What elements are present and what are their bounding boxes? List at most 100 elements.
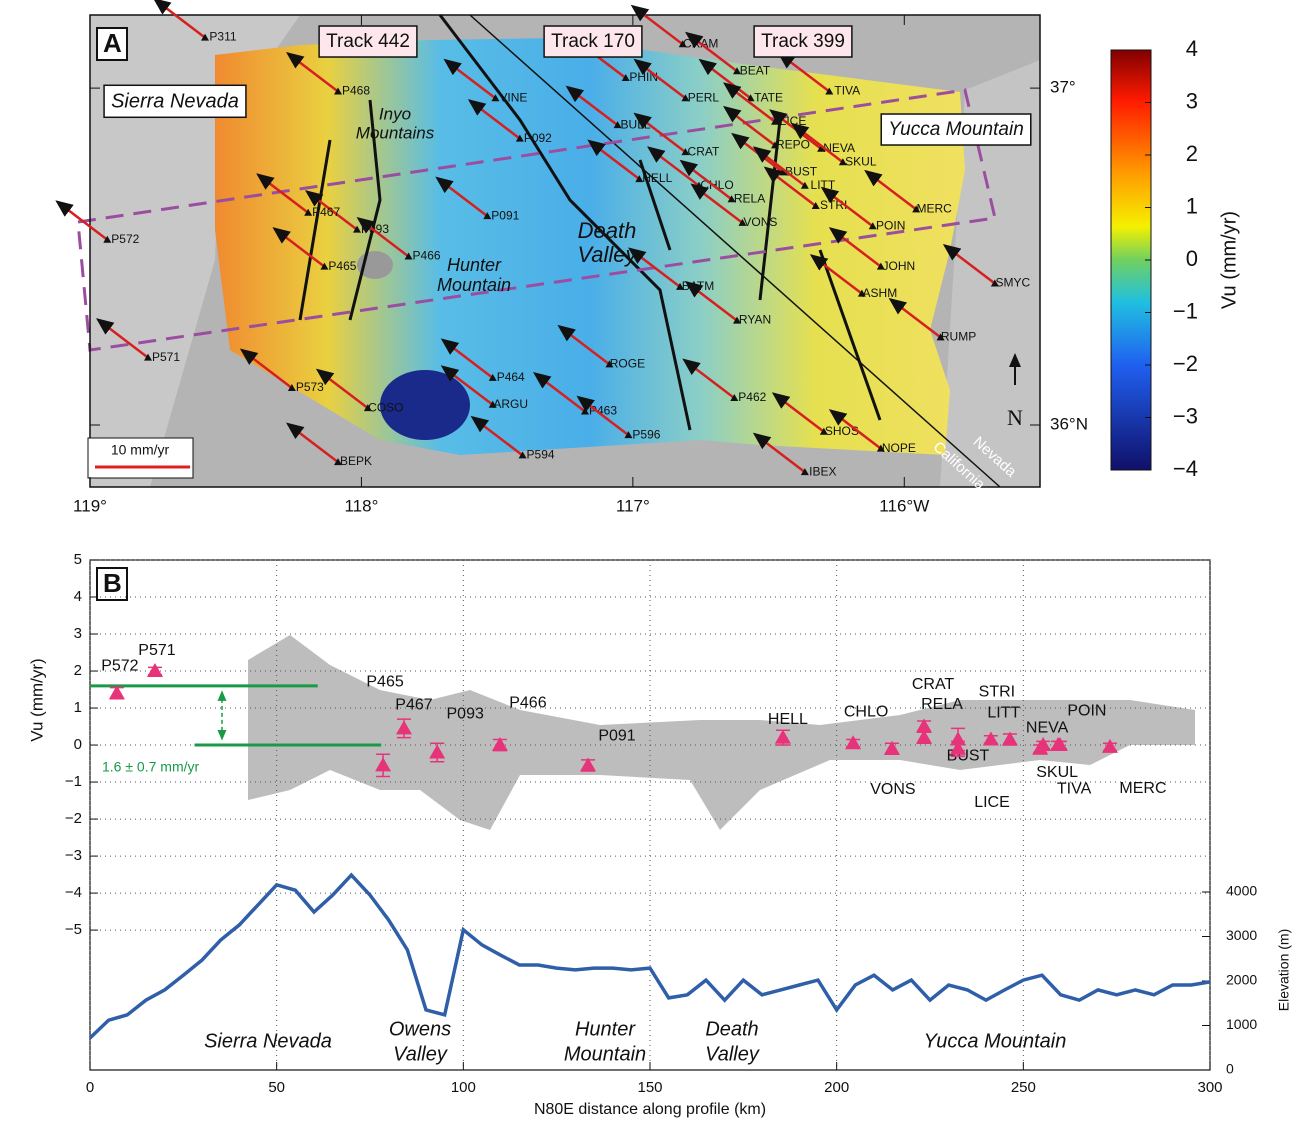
offset-label: 1.6 ± 0.7 mm/yr: [102, 759, 199, 775]
gps-label: P571: [138, 642, 175, 659]
station: [491, 94, 500, 102]
station-label: ARGU: [493, 397, 528, 411]
velocity-vector: [809, 254, 863, 295]
gps-point: [950, 740, 966, 755]
colorbar-tick-label: −3: [1173, 403, 1198, 428]
gps-label: P091: [598, 728, 635, 745]
station: [613, 121, 622, 129]
velocity-vector: [682, 358, 736, 400]
station-label: TIVA: [834, 84, 860, 98]
gps-point: [916, 729, 933, 744]
y-tick-label: −1: [65, 773, 82, 790]
relief: [90, 15, 300, 487]
y-tick-label: 1: [74, 699, 82, 716]
station: [857, 289, 866, 297]
map-panel: A A 10 mm/yr N Nevada California Vu (mm/…: [76, 14, 1240, 494]
station-label: SMYC: [996, 276, 1031, 290]
station: [621, 74, 630, 82]
profile-box: [76, 88, 997, 352]
region-label: Yucca Mountain: [924, 1030, 1067, 1052]
station: [488, 400, 497, 408]
gps-label: MERC: [1119, 780, 1166, 797]
station-label: VINE: [499, 90, 527, 104]
x-tick-label: 0: [86, 1079, 94, 1096]
y2-tick-label: 0: [1226, 1061, 1234, 1077]
insar-swath: [380, 370, 470, 440]
gps-point: [108, 685, 125, 700]
station-label: P092: [524, 131, 552, 145]
velocity-vector: [565, 85, 619, 127]
x-tick-label: 250: [1011, 1079, 1036, 1096]
y-tick-label: 4: [74, 588, 82, 605]
velocity-vector: [633, 112, 687, 154]
station-label: JOHN: [883, 259, 916, 273]
y2-tick-label: 3000: [1226, 927, 1257, 943]
region-label: Mountains: [356, 123, 435, 142]
colorbar-label: Vu (mm/yr): [1218, 211, 1240, 309]
station: [811, 202, 820, 210]
gps-label: P467: [395, 697, 432, 714]
station: [819, 427, 828, 435]
panel-label: B: [103, 568, 122, 598]
gps-point: [1032, 740, 1049, 755]
velocity-vector: [685, 281, 738, 322]
station: [733, 316, 741, 324]
gps-label: P466: [509, 694, 546, 711]
y-tick-label: 37°: [1050, 78, 1076, 97]
station: [876, 262, 885, 270]
region-label: Sierra Nevada: [204, 1030, 332, 1052]
gps-point: [845, 735, 862, 750]
velocity-vector: [771, 392, 825, 433]
station-label: P468: [342, 84, 370, 98]
station: [738, 218, 747, 226]
region-label: Hunter: [447, 255, 502, 275]
x-tick-label: 50: [268, 1079, 285, 1096]
colorbar-tick-label: 4: [1186, 36, 1198, 61]
velocity-vector: [628, 247, 681, 288]
station: [678, 40, 687, 48]
velocity-vector: [633, 58, 687, 100]
velocity-vector: [440, 365, 494, 406]
station: [681, 148, 690, 156]
gps-label: STRI: [979, 684, 1015, 701]
y-tick-label: 3: [74, 625, 82, 642]
station-label: P467: [312, 205, 340, 219]
velocity-vector: [864, 169, 917, 211]
gps-label: P093: [447, 706, 484, 723]
scale-label: 10 mm/yr: [111, 442, 170, 458]
station: [483, 212, 492, 220]
velocity-vector: [690, 183, 744, 224]
velocity-vector: [315, 368, 369, 410]
gps-label: P465: [366, 674, 403, 691]
gps-label: LITT: [987, 705, 1020, 722]
station-label: RUMP: [941, 330, 976, 344]
station: [912, 205, 921, 213]
label-box: [543, 25, 643, 58]
station-label: P571: [152, 350, 180, 364]
velocity-vector: [96, 318, 149, 359]
velocity-vector: [356, 217, 410, 258]
velocity-vector: [435, 176, 489, 218]
velocity-vector: [443, 58, 497, 100]
station-label: SKUL: [845, 154, 877, 168]
label-box: [103, 84, 247, 119]
north-label: N: [1007, 405, 1023, 430]
y-tick-label: 36°N: [1050, 414, 1088, 433]
x-axis-title: N80E distance along profile (km): [534, 1101, 766, 1118]
gps-point: [146, 663, 163, 678]
colorbar-tick-label: 3: [1186, 88, 1198, 113]
station-label: RELA: [734, 191, 765, 205]
station-label: P462: [738, 390, 766, 404]
station: [676, 282, 684, 290]
gps-point: [375, 757, 392, 772]
station: [334, 458, 342, 466]
gps-point: [429, 744, 446, 759]
velocity-vector: [153, 0, 206, 39]
label-box: [880, 113, 1032, 146]
velocity-vector: [239, 348, 293, 389]
state-border: [469, 14, 1001, 488]
y-tick-label: −2: [65, 810, 82, 827]
velocity-vector: [777, 51, 831, 93]
gps-label: POIN: [1067, 702, 1106, 719]
gps-label: LICE: [974, 794, 1010, 811]
